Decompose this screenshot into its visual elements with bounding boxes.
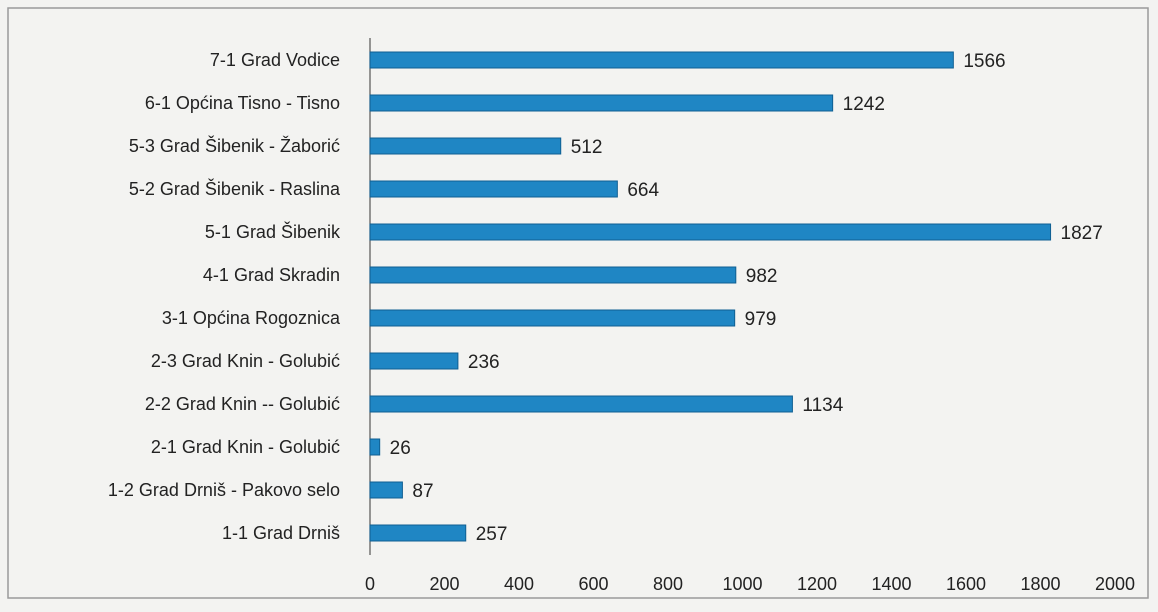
bar xyxy=(369,266,737,284)
data-label: 979 xyxy=(745,309,777,330)
data-label: 1566 xyxy=(963,51,1005,72)
x-tick-label: 2000 xyxy=(1095,574,1135,594)
data-label: 512 xyxy=(571,137,603,158)
data-label: 1134 xyxy=(802,395,843,416)
x-tick-label: 1800 xyxy=(1020,574,1060,594)
data-label: 257 xyxy=(476,524,508,545)
data-label: 664 xyxy=(627,180,659,201)
bar xyxy=(369,180,618,198)
category-label: 5-3 Grad Šibenik - Žaborić xyxy=(129,135,340,156)
bar xyxy=(369,223,1052,241)
data-label: 87 xyxy=(412,481,433,502)
bar xyxy=(369,352,459,370)
category-label: 6-1 Općina Tisno - Tisno xyxy=(145,93,340,113)
x-tick-label: 0 xyxy=(365,574,375,594)
category-label: 5-1 Grad Šibenik xyxy=(205,221,341,242)
category-label: 2-2 Grad Knin -- Golubić xyxy=(145,394,340,414)
bar xyxy=(369,438,381,456)
category-label: 1-1 Grad Drniš xyxy=(222,523,340,543)
category-label: 5-2 Grad Šibenik - Raslina xyxy=(129,178,341,199)
x-tick-label: 800 xyxy=(653,574,683,594)
category-label: 2-3 Grad Knin - Golubić xyxy=(151,351,340,371)
bar xyxy=(369,137,562,155)
x-tick-label: 1400 xyxy=(871,574,911,594)
x-tick-label: 1600 xyxy=(946,574,986,594)
category-label: 2-1 Grad Knin - Golubić xyxy=(151,437,340,457)
bar xyxy=(369,51,954,69)
labels-layer: 7-1 Grad Vodice 1566 6-1 Općina Tisno - Ti… xyxy=(108,50,1103,545)
x-tick-label: 1200 xyxy=(797,574,837,594)
x-tick-label: 400 xyxy=(504,574,534,594)
data-label: 26 xyxy=(390,438,411,459)
category-label: 7-1 Grad Vodice xyxy=(210,50,340,70)
data-label: 982 xyxy=(746,266,778,287)
bar xyxy=(369,524,467,542)
x-tick-label: 200 xyxy=(429,574,459,594)
category-label: 3-1 Općina Rogoznica xyxy=(162,308,341,328)
data-label: 236 xyxy=(468,352,500,373)
bar xyxy=(369,481,403,499)
bar xyxy=(369,309,736,327)
category-label: 4-1 Grad Skradin xyxy=(203,265,340,285)
x-axis: 0 200 400 600 800 1000 1200 1400 1600 1800 2000 xyxy=(365,574,1135,594)
bar xyxy=(369,94,834,112)
bars-layer xyxy=(369,51,1052,542)
data-label: 1827 xyxy=(1061,223,1103,244)
bar xyxy=(369,395,793,413)
category-label: 1-2 Grad Drniš - Pakovo selo xyxy=(108,480,340,500)
x-tick-label: 1000 xyxy=(722,574,762,594)
chart-frame xyxy=(7,7,1149,599)
x-tick-label: 600 xyxy=(578,574,608,594)
data-label: 1242 xyxy=(843,94,885,115)
